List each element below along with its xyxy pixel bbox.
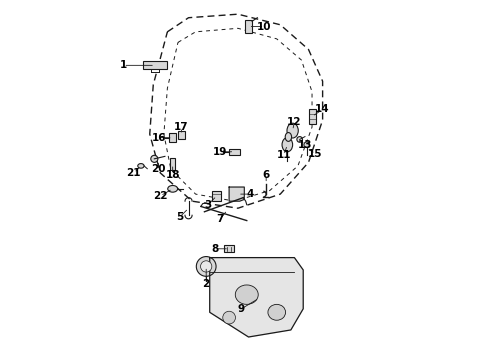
Bar: [309, 109, 316, 123]
Circle shape: [151, 155, 158, 162]
Ellipse shape: [268, 304, 286, 320]
Bar: [224, 245, 234, 252]
Text: 20: 20: [151, 165, 166, 174]
Bar: [143, 62, 168, 69]
Text: 14: 14: [315, 104, 330, 114]
Text: 7: 7: [217, 214, 224, 224]
Text: 4: 4: [246, 189, 254, 199]
Text: 18: 18: [166, 170, 180, 180]
Text: 13: 13: [298, 140, 312, 150]
Ellipse shape: [138, 163, 144, 168]
Circle shape: [196, 257, 216, 276]
Text: 15: 15: [308, 149, 323, 158]
Bar: [170, 158, 175, 170]
Circle shape: [304, 142, 310, 148]
Text: 1: 1: [120, 60, 127, 70]
Text: 11: 11: [276, 150, 291, 160]
Text: 21: 21: [126, 168, 141, 178]
Text: 22: 22: [153, 191, 168, 201]
Ellipse shape: [235, 285, 258, 304]
Polygon shape: [210, 258, 303, 337]
Text: 2: 2: [202, 279, 210, 289]
Ellipse shape: [282, 138, 293, 152]
Text: 12: 12: [287, 117, 302, 127]
Bar: [169, 133, 176, 142]
Text: 16: 16: [151, 133, 166, 143]
Text: 9: 9: [238, 304, 245, 314]
Ellipse shape: [168, 185, 177, 192]
Text: 6: 6: [263, 170, 270, 180]
Text: 8: 8: [211, 244, 219, 254]
Bar: [212, 190, 221, 201]
Circle shape: [297, 136, 302, 142]
Circle shape: [223, 311, 236, 324]
Bar: [178, 131, 185, 139]
Ellipse shape: [285, 132, 292, 141]
Bar: [229, 149, 240, 155]
Text: 3: 3: [204, 200, 212, 210]
Text: 10: 10: [257, 22, 271, 32]
Bar: [245, 20, 252, 33]
Ellipse shape: [287, 123, 298, 138]
Polygon shape: [229, 187, 245, 201]
Text: 17: 17: [174, 122, 189, 132]
Text: 5: 5: [176, 212, 183, 222]
Circle shape: [200, 261, 212, 272]
Text: 19: 19: [213, 147, 227, 157]
